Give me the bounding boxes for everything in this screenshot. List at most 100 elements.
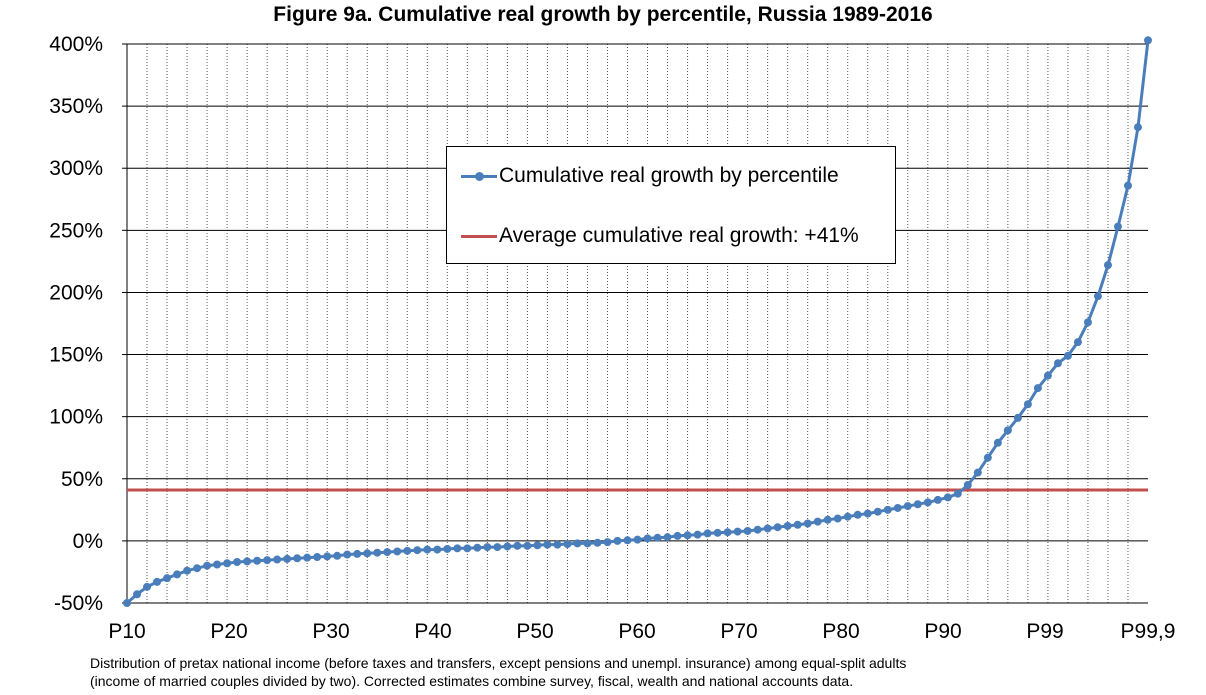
growth-data-point xyxy=(233,558,242,567)
growth-data-point xyxy=(153,577,162,586)
legend-key-growth xyxy=(461,161,497,191)
growth-data-point xyxy=(1083,318,1092,327)
growth-data-point xyxy=(813,517,822,526)
y-tick-label: -50% xyxy=(54,592,103,615)
growth-data-point xyxy=(163,574,172,583)
growth-data-point xyxy=(603,538,612,547)
growth-data-point xyxy=(903,502,912,511)
growth-data-point xyxy=(1053,359,1062,368)
y-tick-label: 150% xyxy=(49,344,103,367)
growth-data-point xyxy=(303,553,312,562)
growth-data-point xyxy=(683,531,692,540)
growth-data-point xyxy=(173,570,182,579)
growth-data-point xyxy=(623,536,632,545)
growth-data-point xyxy=(793,520,802,529)
x-tick-label: P99 xyxy=(1026,620,1063,643)
growth-data-point xyxy=(773,523,782,532)
growth-data-point xyxy=(923,498,932,507)
y-tick-label: 350% xyxy=(49,95,103,118)
y-tick-label: 50% xyxy=(61,468,103,491)
growth-data-point xyxy=(263,556,272,565)
growth-data-point xyxy=(1113,222,1122,231)
growth-data-point xyxy=(1063,351,1072,360)
x-tick-label: P70 xyxy=(720,620,757,643)
x-tick-label: P50 xyxy=(516,620,553,643)
caption-line-1: Distribution of pretax national income (… xyxy=(90,655,907,671)
growth-data-point xyxy=(403,546,412,555)
growth-data-point xyxy=(533,541,542,550)
growth-data-point xyxy=(543,540,552,549)
growth-data-point xyxy=(213,560,222,569)
growth-data-point xyxy=(243,557,252,566)
growth-data-point xyxy=(1023,400,1032,409)
growth-data-point xyxy=(313,553,322,562)
growth-data-point xyxy=(463,544,472,553)
growth-data-point xyxy=(293,554,302,563)
y-tick-label: 400% xyxy=(49,33,103,56)
growth-data-point xyxy=(933,495,942,504)
growth-data-point xyxy=(593,538,602,547)
growth-data-point xyxy=(863,509,872,518)
growth-data-point xyxy=(203,561,212,570)
growth-data-point xyxy=(423,545,432,554)
growth-data-point xyxy=(123,599,131,607)
growth-data-point xyxy=(1033,384,1042,393)
growth-data-point xyxy=(523,541,532,550)
growth-data-point xyxy=(913,500,922,509)
growth-data-point xyxy=(783,521,792,530)
y-tick-label: 0% xyxy=(73,530,103,553)
growth-data-point xyxy=(693,530,702,539)
growth-data-point xyxy=(873,507,882,516)
growth-data-point xyxy=(743,526,752,535)
legend-item-growth: Cumulative real growth by percentile xyxy=(461,161,839,191)
growth-data-point xyxy=(453,544,462,553)
growth-data-point xyxy=(443,544,452,553)
growth-data-point xyxy=(1123,181,1132,190)
growth-data-point xyxy=(763,524,772,533)
growth-data-point xyxy=(853,510,862,519)
growth-data-point xyxy=(353,549,362,558)
growth-data-point xyxy=(323,552,332,561)
growth-data-point xyxy=(993,438,1002,447)
growth-data-point xyxy=(953,489,962,498)
growth-data-point xyxy=(503,542,512,551)
growth-data-point xyxy=(713,528,722,537)
growth-data-point xyxy=(633,535,642,544)
growth-series-line xyxy=(126,40,1150,605)
legend-item-average: Average cumulative real growth: +41% xyxy=(461,221,859,251)
growth-data-point xyxy=(833,514,842,523)
growth-data-point xyxy=(943,493,952,502)
growth-data-point xyxy=(373,548,382,557)
y-tick-label: 200% xyxy=(49,281,103,304)
growth-data-point xyxy=(803,519,812,528)
growth-data-point xyxy=(143,582,152,591)
growth-data-point xyxy=(843,512,852,521)
line-chart: -50% 0% 50% 100% 150% 200% 250% 300% 350% 400% P10… xyxy=(49,33,1175,643)
growth-data-point xyxy=(733,527,742,536)
growth-data-point xyxy=(223,559,232,568)
growth-data-point xyxy=(553,540,562,549)
growth-data-point xyxy=(253,556,262,565)
growth-data-point xyxy=(513,541,522,550)
growth-data-point xyxy=(1013,413,1022,422)
growth-data-point xyxy=(273,555,282,564)
growth-data-point xyxy=(823,515,832,524)
growth-data-point xyxy=(563,539,572,548)
y-tick-label: 250% xyxy=(49,219,103,242)
growth-data-point xyxy=(753,525,762,534)
growth-data-point xyxy=(393,547,402,556)
y-tick-label: 100% xyxy=(49,406,103,429)
growth-data-point xyxy=(573,539,582,548)
growth-data-point xyxy=(643,534,652,543)
legend-label-average: Average cumulative real growth: +41% xyxy=(499,224,859,247)
growth-data-point xyxy=(973,468,982,477)
growth-data-point xyxy=(363,549,372,558)
growth-data-point xyxy=(893,503,902,512)
growth-data-point xyxy=(723,528,732,537)
growth-data-point xyxy=(663,533,672,542)
growth-data-point xyxy=(413,546,422,555)
growth-data-point xyxy=(183,566,192,575)
growth-data-point xyxy=(133,590,142,599)
legend-key-average xyxy=(461,221,497,251)
x-tick-label: P90 xyxy=(924,620,961,643)
